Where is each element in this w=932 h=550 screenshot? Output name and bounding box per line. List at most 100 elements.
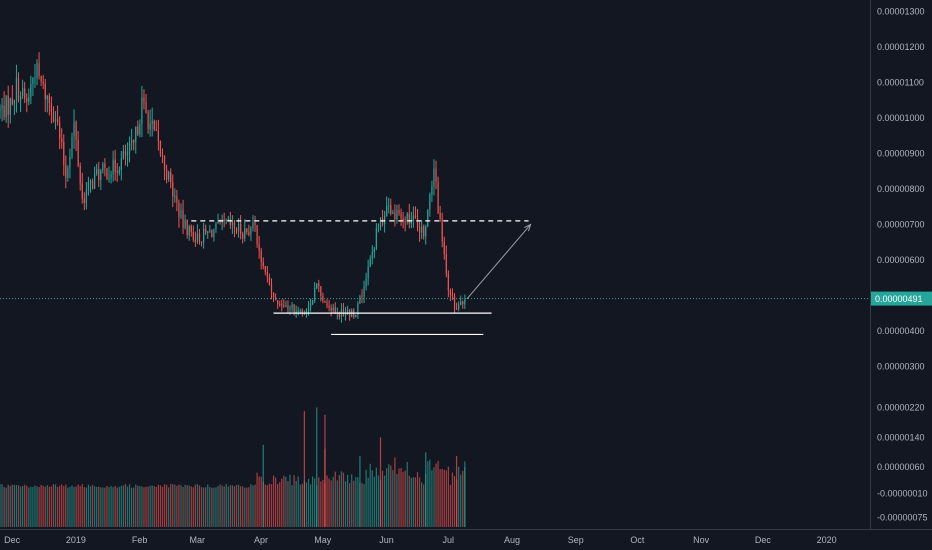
time-axis[interactable]: Dec 2019 Feb Mar Apr May Jun Jul Aug Sep Oct Nov Dec… xyxy=(4,535,836,545)
candle-body xyxy=(135,126,137,143)
volume-bar xyxy=(330,480,332,527)
volume-bar xyxy=(435,463,437,527)
volume-bar xyxy=(89,486,92,527)
volume-bar xyxy=(174,484,176,527)
last-price-tag-background xyxy=(871,291,932,306)
volume-bar xyxy=(291,485,293,527)
volume-bar xyxy=(336,480,338,527)
candle-body xyxy=(0,108,1,111)
volume-bar xyxy=(346,474,349,527)
candle-body xyxy=(116,171,118,173)
volume-bar xyxy=(135,484,137,527)
candle-body xyxy=(133,140,135,143)
volume-axis[interactable]: 0.00000220 0.00000140 0.00000060 -0.0000001… xyxy=(877,402,928,522)
volume-bar xyxy=(188,485,190,527)
candle-body xyxy=(108,177,110,179)
candle-body xyxy=(96,169,98,174)
candle-body xyxy=(412,215,415,221)
candle-body xyxy=(198,233,201,242)
volume-bar xyxy=(462,470,464,527)
volume-bar xyxy=(301,483,303,527)
volume-bar xyxy=(48,486,50,527)
candle-body xyxy=(174,195,176,197)
volume-bar xyxy=(22,486,24,527)
volume-bar xyxy=(396,474,398,527)
volume-bar xyxy=(246,487,248,527)
candle-body xyxy=(186,219,188,236)
candle-body xyxy=(433,168,435,187)
volume-bar xyxy=(149,485,151,527)
candle-body xyxy=(163,155,166,170)
candle-body xyxy=(357,303,359,315)
candle-body xyxy=(118,170,120,173)
candle-body xyxy=(114,159,116,172)
time-axis-tick-label: Jun xyxy=(379,535,394,545)
volume-bar xyxy=(50,486,53,527)
candle-body xyxy=(455,308,458,310)
candle-body xyxy=(147,112,149,130)
volume-bar xyxy=(314,478,316,527)
candle-body xyxy=(120,157,122,171)
volume-bar xyxy=(13,485,16,527)
candle-body xyxy=(165,169,168,180)
candle-body xyxy=(38,63,40,76)
candle-body xyxy=(19,95,22,101)
volume-bar xyxy=(213,487,215,527)
candle-body xyxy=(377,227,380,229)
candle-body xyxy=(61,138,63,143)
volume-bar xyxy=(59,485,61,527)
candle-body xyxy=(69,156,71,169)
candle-body xyxy=(178,202,180,218)
candle-body xyxy=(161,154,164,156)
candle-body xyxy=(11,98,13,105)
volume-bar xyxy=(414,477,417,527)
volume-bar xyxy=(61,484,63,527)
volume-bar xyxy=(371,470,373,527)
annotation-layer[interactable] xyxy=(0,220,870,336)
candle-body xyxy=(464,299,466,305)
candle-body xyxy=(266,271,268,277)
volume-bar xyxy=(252,485,254,527)
candle-body xyxy=(153,120,155,130)
price-axis-tick-label: 0.00001200 xyxy=(877,42,925,52)
volume-bar xyxy=(139,486,141,527)
volume-bar xyxy=(205,487,207,527)
candle-body xyxy=(63,142,65,165)
candle-body xyxy=(295,311,297,313)
candle-body xyxy=(215,223,217,230)
candle-body xyxy=(89,180,92,183)
candle-body xyxy=(124,151,127,156)
volume-bar xyxy=(190,486,192,527)
volume-bar xyxy=(118,486,120,527)
candle-layer xyxy=(0,52,466,323)
candle-body xyxy=(410,220,412,224)
volume-bar xyxy=(367,477,369,527)
candle-body xyxy=(32,78,34,84)
projection-arrow[interactable] xyxy=(466,224,532,300)
candle-body xyxy=(355,314,357,317)
volume-bar xyxy=(460,474,462,527)
volume-bar xyxy=(258,476,260,527)
candle-body xyxy=(400,213,402,219)
candle-body xyxy=(394,212,396,219)
volume-bar xyxy=(379,437,382,527)
volume-bar xyxy=(71,485,73,527)
volume-bar xyxy=(455,456,458,527)
candle-body xyxy=(73,122,75,137)
candle-body xyxy=(5,95,7,118)
volume-bar xyxy=(137,485,139,527)
candle-body xyxy=(279,304,281,306)
volume-bar xyxy=(408,475,410,527)
last-price-label: 0.00000491 xyxy=(875,294,923,304)
candle-body xyxy=(131,140,133,144)
candle-body xyxy=(293,304,295,313)
candle-body xyxy=(102,163,104,171)
volume-bar xyxy=(394,457,396,527)
volume-bar xyxy=(36,486,38,527)
last-price-tag: 0.00000491 xyxy=(871,291,932,306)
candle-body xyxy=(359,295,361,304)
candle-body xyxy=(326,302,328,306)
candle-body xyxy=(50,103,53,113)
volume-bar xyxy=(114,485,116,527)
